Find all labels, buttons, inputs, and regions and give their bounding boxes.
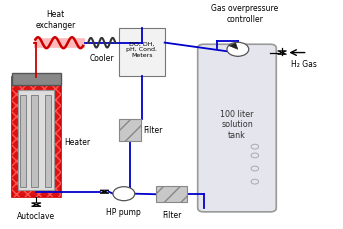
Text: H₂ Gas: H₂ Gas <box>291 60 317 69</box>
Polygon shape <box>229 43 238 49</box>
Bar <box>19 90 54 190</box>
Bar <box>32 95 38 187</box>
Circle shape <box>113 187 135 201</box>
Bar <box>12 77 61 197</box>
Text: Heater: Heater <box>64 138 91 147</box>
FancyBboxPatch shape <box>198 44 276 212</box>
Text: Heat
exchanger: Heat exchanger <box>36 10 76 30</box>
Text: Autoclave: Autoclave <box>17 212 55 221</box>
Circle shape <box>227 42 249 56</box>
Text: 100 liter
solution
tank: 100 liter solution tank <box>220 110 254 140</box>
Text: Filter: Filter <box>144 126 163 135</box>
Text: Gas overpressure
controller: Gas overpressure controller <box>211 4 278 24</box>
Bar <box>119 119 141 141</box>
Text: Cooler: Cooler <box>90 54 114 63</box>
Bar <box>45 95 51 187</box>
Bar <box>12 77 61 197</box>
Text: Filter: Filter <box>162 211 181 220</box>
Bar <box>119 28 165 76</box>
Bar <box>20 95 26 187</box>
Bar <box>12 73 61 85</box>
Text: DO, DH,
pH, Cond.
Meters: DO, DH, pH, Cond. Meters <box>126 41 157 58</box>
Text: HP pump: HP pump <box>106 208 141 217</box>
Bar <box>156 186 187 202</box>
